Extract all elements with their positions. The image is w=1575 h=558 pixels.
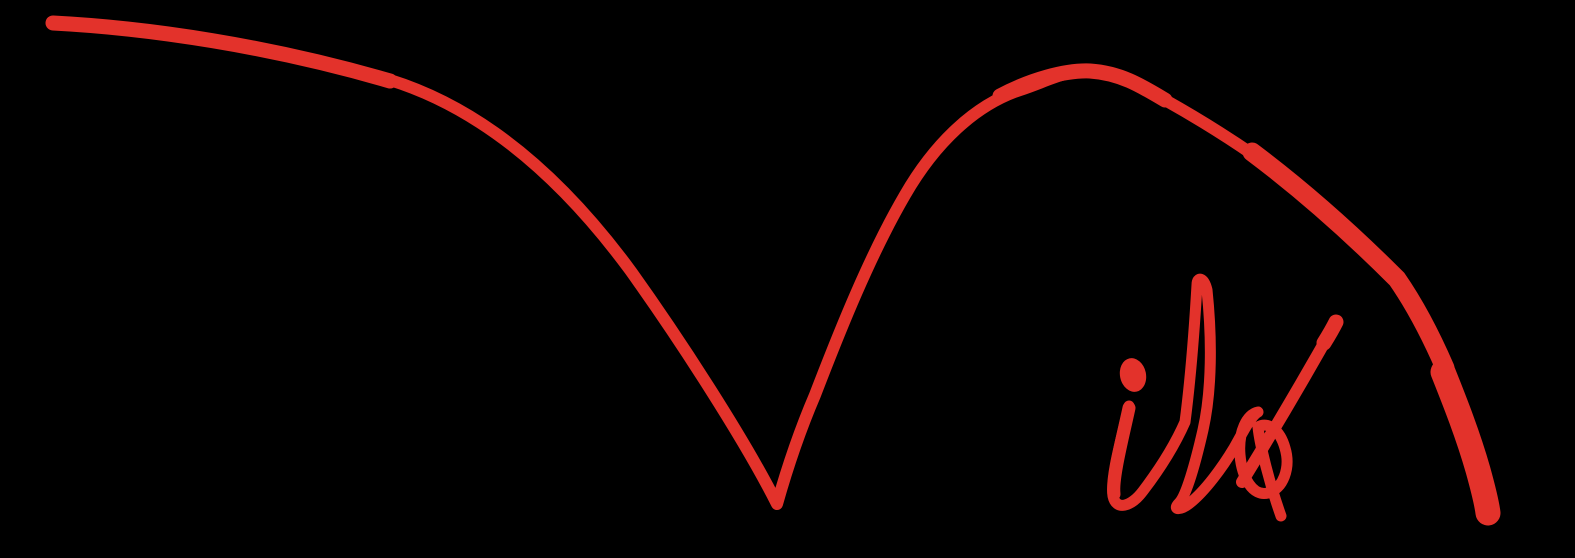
main-sweep-end-thick-overlay xyxy=(1430,359,1501,526)
main-sweep-start-thick-overlay xyxy=(45,15,398,89)
letter-o-flourish-tip-thick-overlay xyxy=(1316,314,1344,351)
main-sweep-descent-thick-overlay xyxy=(1242,142,1455,378)
letters-ilo-script-stroke xyxy=(1107,273,1293,522)
main-sweep-arch-thick-overlay xyxy=(992,63,1173,108)
letter-i-dot xyxy=(1119,358,1147,392)
main-sweep-stroke xyxy=(46,16,1496,524)
letter-i-stem-thick-overlay xyxy=(1107,401,1136,501)
